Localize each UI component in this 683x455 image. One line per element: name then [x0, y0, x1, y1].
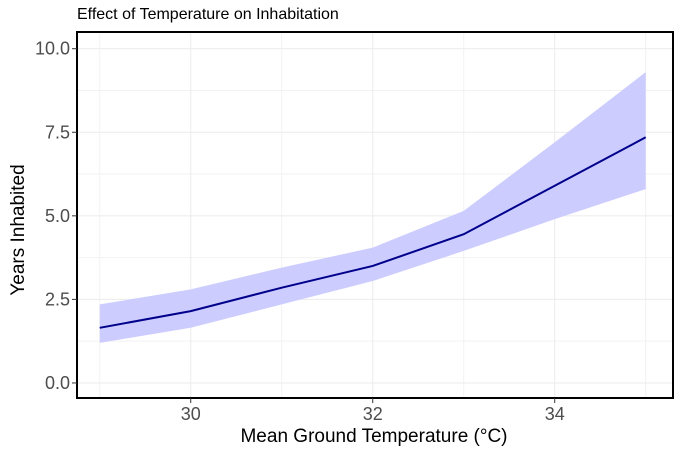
- x-tick-label: 32: [363, 404, 383, 424]
- x-axis-ticks: 30 32 34: [181, 398, 565, 424]
- y-axis-label: Years Inhabited: [8, 164, 29, 296]
- x-tick-label: 34: [545, 404, 565, 424]
- y-axis-label-wrap: Years Inhabited: [4, 164, 34, 295]
- plot-frame: [76, 31, 674, 399]
- chart-title: Effect of Temperature on Inhabitation: [77, 6, 339, 23]
- confidence-band: [99, 72, 646, 343]
- x-tick-label: 30: [181, 404, 201, 424]
- y-tick-label: 7.5: [45, 122, 70, 142]
- y-axis-ticks: 0.0 2.5 5.0 7.5 10.0: [35, 39, 77, 393]
- y-tick-label: 0.0: [45, 373, 70, 393]
- x-axis-label: Mean Ground Temperature (°C): [240, 426, 508, 447]
- y-tick-label: 2.5: [45, 289, 70, 309]
- confidence-bands: [99, 72, 646, 343]
- series-lines: [99, 136, 647, 329]
- series-line: [99, 136, 647, 329]
- y-tick-label: 5.0: [45, 206, 70, 226]
- grid-major: [77, 32, 673, 398]
- grid-minor: [77, 32, 673, 398]
- y-tick-label: 10.0: [35, 39, 70, 59]
